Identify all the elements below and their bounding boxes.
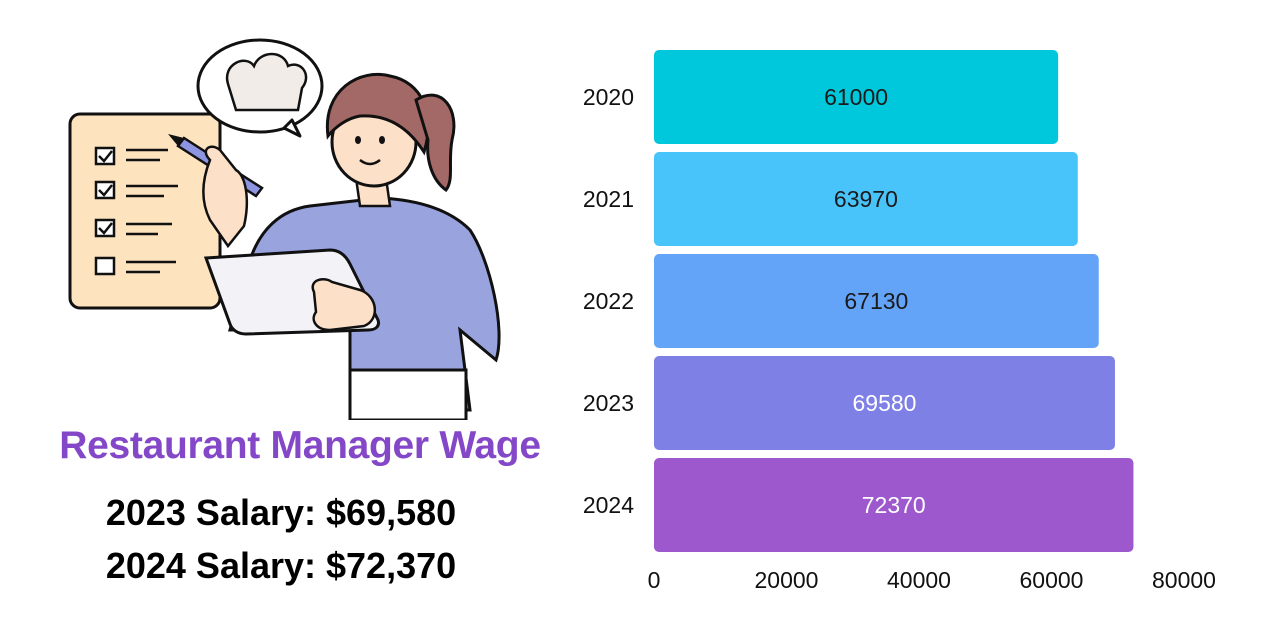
salary-bar-chart: 61000 2020 63970 2021 67130 2022 69580 2023 7237… (583, 50, 1216, 593)
x-tick-label-80000: 80000 (1152, 567, 1216, 593)
chef-hat-icon (196, 38, 324, 138)
x-tick-label-40000: 40000 (887, 567, 951, 593)
bar-2024 (654, 458, 1134, 552)
bar-2021 (654, 152, 1078, 246)
x-tick-label-60000: 60000 (1020, 567, 1084, 593)
bar-value-label-2021: 63970 (834, 186, 898, 212)
bar-value-label-2023: 69580 (852, 390, 916, 416)
x-tick-label-20000: 20000 (755, 567, 819, 593)
bar-value-label-2022: 67130 (844, 288, 908, 314)
salary-2023-text: 2023 Salary: $69,580 (105, 492, 457, 533)
bar-value-label-2024: 72370 (862, 492, 926, 518)
illustration-woman-with-checklist (68, 38, 501, 420)
bar-value-label-2020: 61000 (824, 84, 888, 110)
bar-2022 (654, 254, 1099, 348)
category-label-2021: 2021 (583, 186, 634, 212)
salary-2024-text: 2024 Salary: $72,370 (105, 545, 457, 586)
x-tick-label-0: 0 (648, 567, 661, 593)
category-label-2023: 2023 (583, 390, 634, 416)
category-label-2024: 2024 (583, 492, 634, 518)
category-label-2020: 2020 (583, 84, 634, 110)
bar-2023 (654, 356, 1115, 450)
bar-2020 (654, 50, 1059, 144)
infographic-title: Restaurant Manager Wage (59, 424, 541, 467)
category-label-2022: 2022 (583, 288, 634, 314)
checklist-icon (68, 112, 222, 310)
